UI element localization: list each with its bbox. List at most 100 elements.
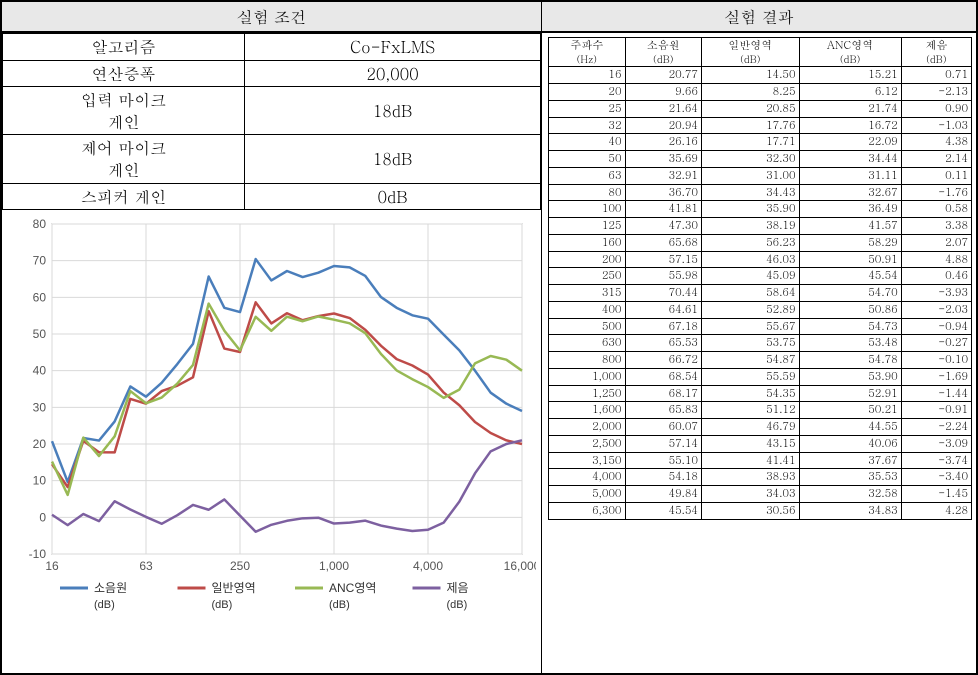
table-cell: 0.11 — [901, 167, 971, 184]
svg-text:50: 50 — [33, 327, 47, 341]
table-cell: 65.53 — [625, 335, 702, 352]
table-row: 2,50057.1443.1540.06-3.09 — [549, 435, 972, 452]
table-cell: 160 — [549, 234, 626, 251]
table-row: 10041.8135.9036.490.58 — [549, 201, 972, 218]
table-cell: 70.44 — [625, 285, 702, 302]
table-cell: 54.35 — [702, 385, 800, 402]
condition-label: 연산증폭 — [3, 60, 245, 87]
table-cell: 67.18 — [625, 318, 702, 335]
table-cell: 45.54 — [625, 502, 702, 519]
table-cell: 30.56 — [702, 502, 800, 519]
condition-row: 알고리즘Co-FxLMS — [3, 34, 541, 61]
svg-text:30: 30 — [33, 400, 47, 414]
table-cell: 4,000 — [549, 469, 626, 486]
table-cell: -2.24 — [901, 419, 971, 436]
table-cell: 34.43 — [702, 184, 800, 201]
table-row: 16065.6856.2358.292.07 — [549, 234, 972, 251]
table-cell: 54.73 — [799, 318, 901, 335]
table-cell: -3.40 — [901, 469, 971, 486]
table-cell: -1.44 — [901, 385, 971, 402]
table-cell: -3.93 — [901, 285, 971, 302]
table-cell: 45.09 — [702, 268, 800, 285]
table-cell: 35.90 — [702, 201, 800, 218]
table-cell: 50.21 — [799, 402, 901, 419]
table-row: 5035.6932.3034.442.14 — [549, 151, 972, 168]
condition-value: 18dB — [245, 87, 541, 135]
table-row: 80066.7254.8754.78-0.10 — [549, 352, 972, 369]
table-cell: 63 — [549, 167, 626, 184]
table-cell: 65.68 — [625, 234, 702, 251]
table-cell: 21.74 — [799, 100, 901, 117]
table-cell: 32.30 — [702, 151, 800, 168]
table-cell: -2.13 — [901, 84, 971, 101]
svg-text:(dB): (dB) — [212, 599, 233, 611]
table-row: 1620.7714.5015.210.71 — [549, 67, 972, 84]
table-cell: 58.64 — [702, 285, 800, 302]
condition-row: 스피커 게인0dB — [3, 183, 541, 210]
svg-text:70: 70 — [33, 254, 47, 268]
table-row: 63065.5353.7553.48-0.27 — [549, 335, 972, 352]
table-cell: 16 — [549, 67, 626, 84]
table-row: 1,25068.1754.3552.91-1.44 — [549, 385, 972, 402]
table-cell: -1.76 — [901, 184, 971, 201]
results-table: 주파수(Hz)소음원(dB)일반영역(dB)ANC영역(dB)제음(dB) 16… — [548, 37, 972, 520]
svg-text:250: 250 — [230, 559, 250, 573]
table-cell: 46.79 — [702, 419, 800, 436]
table-row: 6,30045.5430.5634.834.28 — [549, 502, 972, 519]
table-cell: 45.54 — [799, 268, 901, 285]
svg-text:40: 40 — [33, 364, 47, 378]
svg-text:제음: 제음 — [447, 581, 469, 595]
table-cell: 3,150 — [549, 452, 626, 469]
report-container: 실험 조건 알고리즘Co-FxLMS연산증폭20,000입력 마이크게인18dB… — [0, 0, 978, 675]
table-cell: 34.44 — [799, 151, 901, 168]
table-cell: 80 — [549, 184, 626, 201]
table-cell: 41.81 — [625, 201, 702, 218]
table-row: 2521.6420.8521.740.90 — [549, 100, 972, 117]
condition-label: 제어 마이크게인 — [3, 135, 245, 183]
table-cell: 50.86 — [799, 301, 901, 318]
svg-text:60: 60 — [33, 290, 47, 304]
table-cell: 2.07 — [901, 234, 971, 251]
table-cell: 0.90 — [901, 100, 971, 117]
table-cell: 31.11 — [799, 167, 901, 184]
table-cell: -3.74 — [901, 452, 971, 469]
svg-text:ANC영역: ANC영역 — [329, 581, 376, 595]
table-cell: 50 — [549, 151, 626, 168]
table-cell: 32.91 — [625, 167, 702, 184]
table-cell: -1.69 — [901, 368, 971, 385]
svg-text:16,000: 16,000 — [504, 559, 536, 573]
svg-text:20: 20 — [33, 437, 47, 451]
table-cell: 38.93 — [702, 469, 800, 486]
table-cell: 31.00 — [702, 167, 800, 184]
table-cell: 400 — [549, 301, 626, 318]
table-cell: -1.03 — [901, 117, 971, 134]
table-row: 5,00049.8434.0332.58-1.45 — [549, 486, 972, 503]
table-cell: 21.64 — [625, 100, 702, 117]
table-cell: -0.94 — [901, 318, 971, 335]
table-cell: 4.88 — [901, 251, 971, 268]
svg-text:80: 80 — [33, 217, 47, 231]
condition-value: 18dB — [245, 135, 541, 183]
table-cell: 20 — [549, 84, 626, 101]
table-cell: 1,000 — [549, 368, 626, 385]
table-cell: -0.10 — [901, 352, 971, 369]
svg-text:63: 63 — [139, 559, 153, 573]
table-cell: 47.30 — [625, 218, 702, 235]
svg-text:소음원: 소음원 — [94, 581, 127, 595]
table-cell: 55.10 — [625, 452, 702, 469]
table-cell: 55.59 — [702, 368, 800, 385]
results-col-header: 제음(dB) — [901, 38, 971, 67]
table-cell: 37.67 — [799, 452, 901, 469]
table-row: 6332.9131.0031.110.11 — [549, 167, 972, 184]
table-cell: 200 — [549, 251, 626, 268]
table-cell: 55.98 — [625, 268, 702, 285]
table-cell: 34.03 — [702, 486, 800, 503]
table-cell: 22.09 — [799, 134, 901, 151]
table-cell: 56.23 — [702, 234, 800, 251]
table-cell: 35.69 — [625, 151, 702, 168]
table-cell: 26.16 — [625, 134, 702, 151]
table-cell: -1.45 — [901, 486, 971, 503]
condition-label: 입력 마이크게인 — [3, 87, 245, 135]
table-cell: 25 — [549, 100, 626, 117]
table-row: 12547.3038.1941.573.38 — [549, 218, 972, 235]
